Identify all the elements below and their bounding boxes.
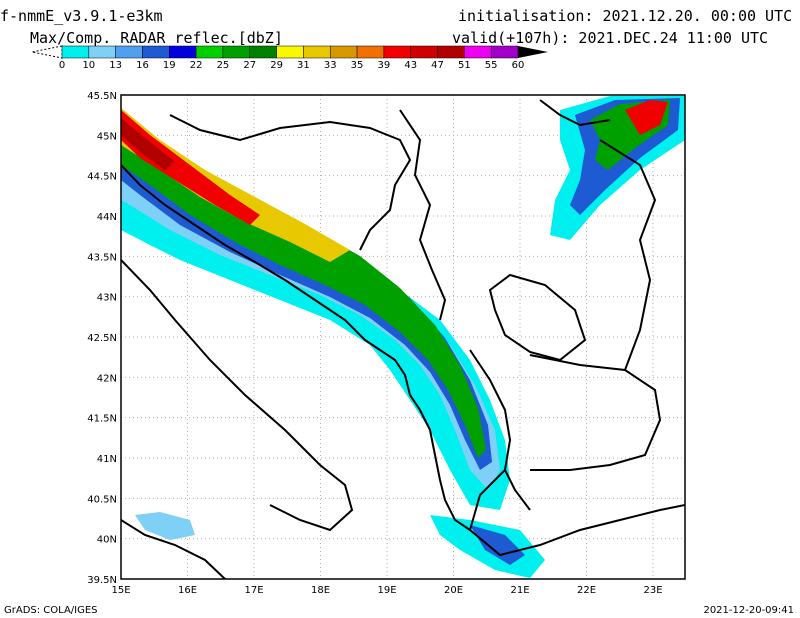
color-legend-bar: [31, 45, 548, 59]
legend-tick-label: 10: [82, 60, 96, 71]
legend-tick-label: 33: [323, 60, 337, 71]
latitude-label: 40N: [97, 535, 117, 546]
legend-low-arrow: [31, 45, 63, 59]
legend-swatch: [410, 45, 438, 59]
echo-south-italy: [135, 512, 195, 540]
legend-swatch: [437, 45, 465, 59]
product-title: Max/Comp. RADAR reflec.[dbZ]: [30, 29, 283, 47]
coastline-italy-east: [121, 259, 354, 532]
legend-tick-label: 39: [377, 60, 391, 71]
legend-tick-label: 25: [216, 60, 230, 71]
latitude-label: 45.5N: [87, 91, 117, 102]
echo-greece-nw-blue: [470, 525, 525, 565]
longitude-label: 18E: [311, 585, 330, 596]
legend-swatch: [195, 45, 224, 59]
legend-swatch: [464, 45, 492, 59]
legend-swatch: [142, 45, 170, 59]
echo-band-yellow: [121, 108, 350, 262]
legend-tick-label: 43: [404, 60, 418, 71]
border-serbia-bulgaria: [599, 139, 657, 371]
legend-tick-label: 22: [189, 60, 203, 71]
border-serbia-west: [399, 109, 447, 321]
legend-swatch: [490, 45, 519, 59]
longitude-label: 22E: [577, 585, 596, 596]
border-greece: [468, 469, 685, 557]
legend-tick-label: 13: [109, 60, 123, 71]
legend-swatch: [303, 45, 331, 59]
latitude-label: 40.5N: [87, 494, 117, 505]
map-panel: 45.5N 45N 44.5N 44N 43.5N 43N 42.5N 42N 41.5N 41N…: [87, 91, 686, 596]
legend-tick-label: 35: [350, 60, 364, 71]
legend-tick-label: 0: [58, 60, 66, 71]
latitude-label: 44N: [97, 212, 117, 223]
legend-swatch: [222, 45, 251, 59]
legend-swatch: [383, 45, 411, 59]
legend-tick-label: 19: [162, 60, 176, 71]
border-macedonia-bulgaria: [529, 354, 662, 471]
latitude-label: 43.5N: [87, 252, 117, 263]
legend-tick-label: 47: [431, 60, 444, 71]
latitude-label: 45N: [97, 131, 117, 142]
legend-swatch: [276, 45, 304, 59]
legend-tick-label: 51: [457, 60, 471, 71]
coastline-dalmatia: [121, 164, 471, 531]
latitude-label: 42.5N: [87, 333, 117, 344]
longitude-label: 16E: [178, 585, 197, 596]
model-title: f-nmmE_v3.9.1-e3km: [0, 7, 163, 25]
legend-swatch: [115, 45, 143, 59]
latitude-label: 41N: [97, 454, 117, 465]
longitude-label: 19E: [377, 585, 396, 596]
axis-labels: 45.5N 45N 44.5N 44N 43.5N 43N 42.5N 42N 41.5N 41N…: [87, 91, 662, 596]
latitude-label: 42N: [97, 373, 117, 384]
longitude-label: 20E: [444, 585, 463, 596]
legend-tick-label: 60: [511, 60, 525, 71]
legend-high-arrow: [518, 46, 548, 58]
longitude-label: 21E: [510, 585, 529, 596]
legend-swatch: [61, 45, 90, 59]
echo-band-red: [121, 110, 260, 225]
legend-swatch: [356, 45, 385, 59]
border-romania: [539, 99, 611, 127]
longitude-label: 15E: [111, 585, 130, 596]
longitude-label: 23E: [643, 585, 662, 596]
initialisation-time: initialisation: 2021.12.20. 00:00 UTC: [458, 7, 793, 25]
legend-tick-label: 55: [484, 60, 498, 71]
legend-swatch: [329, 45, 358, 59]
legend-tick-label: 16: [136, 60, 149, 71]
legend-swatch: [169, 45, 197, 59]
latitude-label: 39.5N: [87, 575, 117, 586]
legend-swatch: [88, 45, 116, 59]
legend-swatch: [249, 45, 277, 59]
valid-time: valid(+107h): 2021.DEC.24 11:00 UTC: [452, 29, 769, 47]
echo-core-darkred: [121, 118, 175, 170]
coastline-italy-heel: [121, 519, 226, 579]
grads-credit: GrADS: COLA/IGES: [4, 605, 98, 616]
map-frame: [120, 94, 686, 580]
border-albania-macedonia: [469, 349, 531, 511]
longitude-label: 17E: [244, 585, 263, 596]
legend-tick-label: 29: [270, 60, 283, 71]
legend-tick-label: 31: [297, 60, 310, 71]
border-kosovo: [488, 273, 587, 362]
echo-cluster-ne-red: [625, 100, 668, 135]
latitude-label: 44.5N: [87, 172, 117, 183]
reflectivity-field: [121, 96, 685, 578]
generation-timestamp: 2021-12-20-09:41: [703, 605, 794, 616]
border-croatia-bosnia: [169, 114, 412, 251]
latitude-label: 43N: [97, 293, 117, 304]
coastlines-borders: [121, 99, 685, 579]
legend-tick-label: 27: [243, 60, 257, 71]
latitude-label: 41.5N: [87, 414, 117, 425]
